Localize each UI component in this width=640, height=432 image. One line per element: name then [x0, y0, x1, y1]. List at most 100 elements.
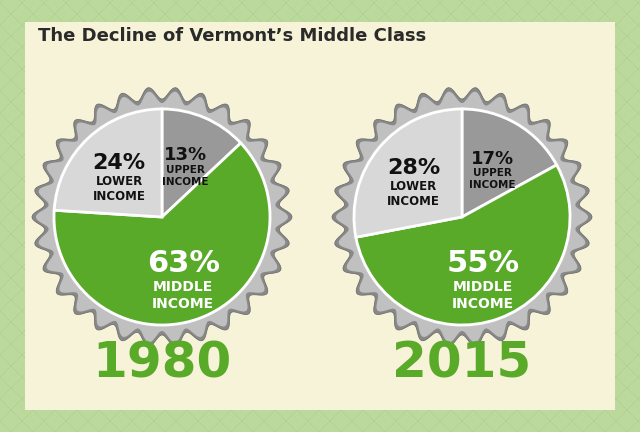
Polygon shape — [0, 3, 11, 25]
Polygon shape — [495, 0, 517, 3]
Polygon shape — [22, 212, 44, 234]
Polygon shape — [572, 58, 594, 80]
Polygon shape — [616, 344, 638, 366]
Polygon shape — [264, 124, 286, 146]
Polygon shape — [638, 388, 640, 410]
Polygon shape — [154, 124, 176, 146]
Polygon shape — [429, 179, 451, 201]
Polygon shape — [165, 113, 187, 135]
Polygon shape — [451, 179, 473, 201]
Polygon shape — [165, 289, 187, 311]
Polygon shape — [506, 256, 528, 278]
Polygon shape — [561, 311, 583, 333]
Polygon shape — [0, 289, 11, 311]
Polygon shape — [594, 234, 616, 256]
Polygon shape — [594, 124, 616, 146]
Polygon shape — [484, 14, 506, 36]
Polygon shape — [286, 146, 308, 168]
Polygon shape — [583, 135, 605, 157]
Polygon shape — [297, 0, 319, 3]
Polygon shape — [242, 80, 264, 102]
Polygon shape — [319, 25, 341, 47]
Polygon shape — [11, 113, 33, 135]
Polygon shape — [242, 0, 264, 14]
Polygon shape — [143, 333, 165, 355]
Polygon shape — [363, 69, 385, 91]
Polygon shape — [286, 256, 308, 278]
Polygon shape — [572, 366, 594, 388]
Polygon shape — [264, 410, 286, 432]
Polygon shape — [0, 399, 11, 421]
Polygon shape — [154, 0, 176, 14]
Polygon shape — [165, 311, 187, 333]
Polygon shape — [418, 212, 440, 234]
Polygon shape — [121, 3, 143, 25]
Polygon shape — [286, 366, 308, 388]
Polygon shape — [0, 146, 22, 168]
Polygon shape — [594, 14, 616, 36]
Polygon shape — [176, 344, 198, 366]
Polygon shape — [473, 399, 495, 421]
Polygon shape — [517, 25, 539, 47]
Polygon shape — [484, 80, 506, 102]
Polygon shape — [517, 157, 539, 179]
Polygon shape — [352, 14, 374, 36]
Polygon shape — [11, 311, 33, 333]
Polygon shape — [66, 322, 88, 344]
Polygon shape — [143, 47, 165, 69]
Polygon shape — [231, 201, 253, 223]
Polygon shape — [77, 201, 99, 223]
Polygon shape — [495, 25, 517, 47]
Polygon shape — [616, 102, 638, 124]
Polygon shape — [451, 245, 473, 267]
Polygon shape — [616, 234, 638, 256]
Polygon shape — [209, 3, 231, 25]
Polygon shape — [11, 377, 33, 399]
Polygon shape — [220, 300, 242, 322]
Polygon shape — [638, 322, 640, 344]
Polygon shape — [66, 146, 88, 168]
Polygon shape — [330, 410, 352, 432]
Polygon shape — [33, 267, 55, 289]
Polygon shape — [143, 91, 165, 113]
Polygon shape — [528, 366, 550, 388]
Polygon shape — [352, 388, 374, 410]
Polygon shape — [517, 47, 539, 69]
Polygon shape — [220, 278, 242, 300]
Polygon shape — [132, 256, 154, 278]
Polygon shape — [231, 47, 253, 69]
Polygon shape — [32, 88, 292, 346]
Polygon shape — [429, 25, 451, 47]
Polygon shape — [550, 14, 572, 36]
Polygon shape — [187, 25, 209, 47]
Polygon shape — [0, 0, 11, 3]
Polygon shape — [187, 355, 209, 377]
Polygon shape — [110, 168, 132, 190]
Polygon shape — [110, 80, 132, 102]
Polygon shape — [33, 113, 55, 135]
Polygon shape — [154, 388, 176, 410]
Polygon shape — [396, 14, 418, 36]
Polygon shape — [220, 190, 242, 212]
Polygon shape — [572, 80, 594, 102]
Polygon shape — [484, 36, 506, 58]
Polygon shape — [330, 300, 352, 322]
Polygon shape — [638, 212, 640, 234]
Polygon shape — [451, 267, 473, 289]
Polygon shape — [242, 36, 264, 58]
Polygon shape — [165, 3, 187, 25]
Polygon shape — [0, 333, 11, 355]
Polygon shape — [253, 377, 275, 399]
Polygon shape — [165, 69, 187, 91]
Polygon shape — [154, 410, 176, 432]
Polygon shape — [231, 3, 253, 25]
Polygon shape — [99, 355, 121, 377]
Polygon shape — [385, 113, 407, 135]
Polygon shape — [627, 69, 640, 91]
Polygon shape — [154, 234, 176, 256]
Polygon shape — [242, 410, 264, 432]
Polygon shape — [319, 0, 341, 3]
Polygon shape — [253, 157, 275, 179]
Polygon shape — [319, 113, 341, 135]
Polygon shape — [341, 223, 363, 245]
